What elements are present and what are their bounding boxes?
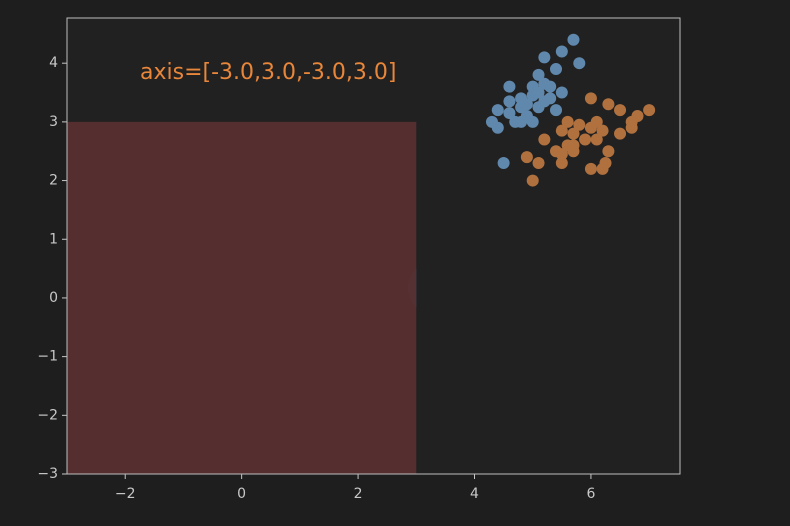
y-tick-label: 2 — [49, 173, 58, 189]
point — [532, 156, 545, 169]
point — [567, 139, 580, 152]
point — [550, 104, 563, 117]
point — [515, 115, 528, 128]
point — [503, 95, 516, 108]
point — [503, 80, 516, 93]
point — [573, 118, 586, 131]
x-tick-label: 2 — [354, 486, 363, 502]
point — [532, 86, 545, 99]
point — [590, 133, 603, 146]
point — [567, 33, 580, 46]
y-tick-label: −2 — [37, 407, 58, 423]
point — [526, 174, 539, 187]
point — [579, 133, 592, 146]
point — [520, 98, 533, 111]
y-tick-label: −3 — [37, 466, 58, 482]
point — [555, 86, 568, 99]
point — [532, 68, 545, 81]
point — [573, 57, 586, 70]
point — [555, 45, 568, 58]
point — [544, 80, 557, 93]
y-tick-label: 4 — [49, 55, 58, 71]
point — [614, 104, 627, 117]
x-tick-label: 0 — [237, 486, 246, 502]
point — [602, 98, 615, 111]
point — [555, 148, 568, 161]
point — [491, 104, 504, 117]
y-tick-label: −1 — [37, 349, 58, 365]
point — [538, 133, 551, 146]
axes-frame — [66, 17, 681, 475]
plot-area — [67, 33, 656, 474]
point — [526, 115, 539, 128]
point — [520, 151, 533, 164]
point — [555, 124, 568, 137]
point — [584, 92, 597, 105]
point — [491, 121, 504, 134]
point — [538, 95, 551, 108]
point — [584, 162, 597, 175]
axis-rect — [67, 121, 417, 474]
x-tick-label: 6 — [586, 486, 595, 502]
y-tick-label: 0 — [49, 290, 58, 306]
x-tick-label: −2 — [115, 486, 136, 502]
point — [584, 121, 597, 134]
point — [614, 127, 627, 140]
y-tick-label: 1 — [49, 231, 58, 247]
point — [555, 156, 568, 169]
point — [567, 127, 580, 140]
point — [596, 124, 609, 137]
point — [550, 63, 563, 76]
point — [503, 107, 516, 120]
point — [596, 162, 609, 175]
x-tick-label: 4 — [470, 486, 479, 502]
annotation: axis=[-3.0,3.0,-3.0,3.0] — [140, 60, 396, 85]
y-tick-label: 3 — [49, 114, 58, 130]
point — [561, 115, 574, 128]
point — [538, 51, 551, 64]
point — [602, 145, 615, 158]
point — [497, 156, 510, 169]
point — [625, 121, 638, 134]
point — [643, 104, 656, 117]
